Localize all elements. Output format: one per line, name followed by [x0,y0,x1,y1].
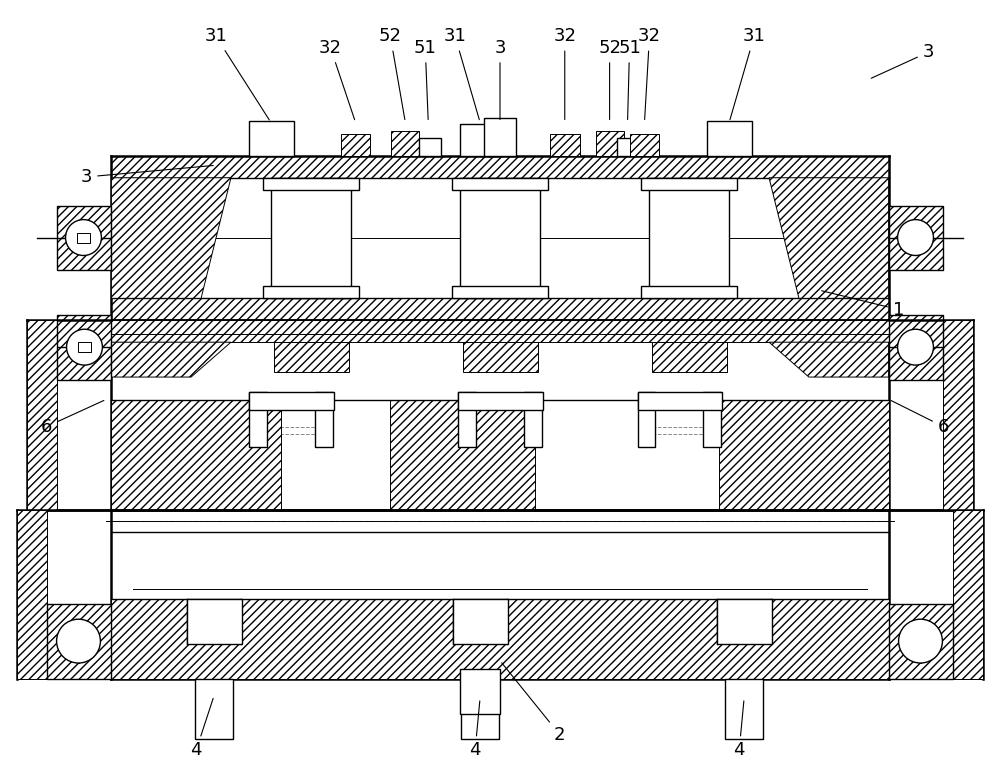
Circle shape [67,329,102,365]
Polygon shape [111,178,231,298]
Bar [953,510,983,679]
Bar [649,178,729,298]
Text: 6: 6 [41,400,104,435]
Text: 51: 51 [618,39,641,120]
Bar [460,669,500,714]
Text: 1: 1 [822,290,904,319]
Text: 32: 32 [319,39,355,120]
Bar [111,320,889,342]
Text: 52: 52 [598,39,621,120]
Bar [78,342,91,352]
Bar [263,178,359,189]
Bar [458,392,476,447]
Circle shape [57,619,100,663]
Bar [725,679,763,739]
Bar [452,287,548,298]
Bar [889,206,943,270]
Bar [550,134,580,156]
Bar [111,156,889,178]
Text: 31: 31 [205,27,269,120]
Bar [47,604,111,679]
Bar [341,134,370,156]
Bar [889,316,943,380]
Bar [596,131,624,156]
Bar [249,121,294,156]
Bar [263,287,359,298]
Bar [460,124,500,156]
Bar [17,510,47,679]
Text: 3: 3 [494,39,506,120]
Bar [630,134,659,156]
Text: 4: 4 [733,701,745,760]
Circle shape [898,329,933,365]
Bar [271,178,351,298]
Polygon shape [769,342,889,377]
Bar [719,400,889,510]
Bar [638,392,655,447]
Text: 3: 3 [81,165,213,186]
Bar [652,342,727,372]
Bar [57,206,111,270]
Bar [57,206,111,270]
Bar [195,679,233,739]
Bar [453,599,508,644]
Bar [111,400,281,510]
Text: 4: 4 [469,701,481,760]
Bar [889,604,953,679]
Text: 32: 32 [638,27,661,120]
Bar [458,392,543,410]
Bar [187,599,242,644]
Bar [703,392,721,447]
Polygon shape [769,178,889,298]
Bar [943,320,973,510]
Bar [889,316,943,380]
Text: 4: 4 [190,698,213,760]
Text: 3: 3 [871,43,934,78]
Bar [717,599,772,644]
Bar [460,178,540,298]
Bar [641,178,737,189]
Bar [274,342,349,372]
Bar [77,233,90,243]
Bar [390,400,535,510]
Bar [419,138,441,156]
Bar [57,316,111,380]
Bar [889,604,953,679]
Text: 52: 52 [379,27,405,120]
Bar [889,206,943,270]
Text: 31: 31 [730,27,766,120]
Bar [452,178,548,189]
Text: 31: 31 [444,27,479,120]
Bar [111,599,889,679]
Bar [484,118,516,156]
Bar [315,392,333,447]
Bar [249,392,267,447]
Bar [638,392,722,410]
Polygon shape [111,342,231,377]
Circle shape [66,219,101,255]
Bar [391,131,419,156]
Bar [47,604,111,679]
Text: 32: 32 [553,27,576,120]
Bar [707,121,752,156]
Text: 51: 51 [414,39,437,120]
Text: 2: 2 [502,663,566,744]
Bar [461,679,499,739]
Circle shape [899,619,942,663]
Bar [524,392,542,447]
Circle shape [898,219,933,255]
Bar [57,316,111,380]
Bar [463,342,538,372]
Bar [641,287,737,298]
Bar [249,392,334,410]
Bar [111,298,889,320]
Bar [617,138,639,156]
Text: 6: 6 [891,401,949,435]
Bar [27,320,57,510]
